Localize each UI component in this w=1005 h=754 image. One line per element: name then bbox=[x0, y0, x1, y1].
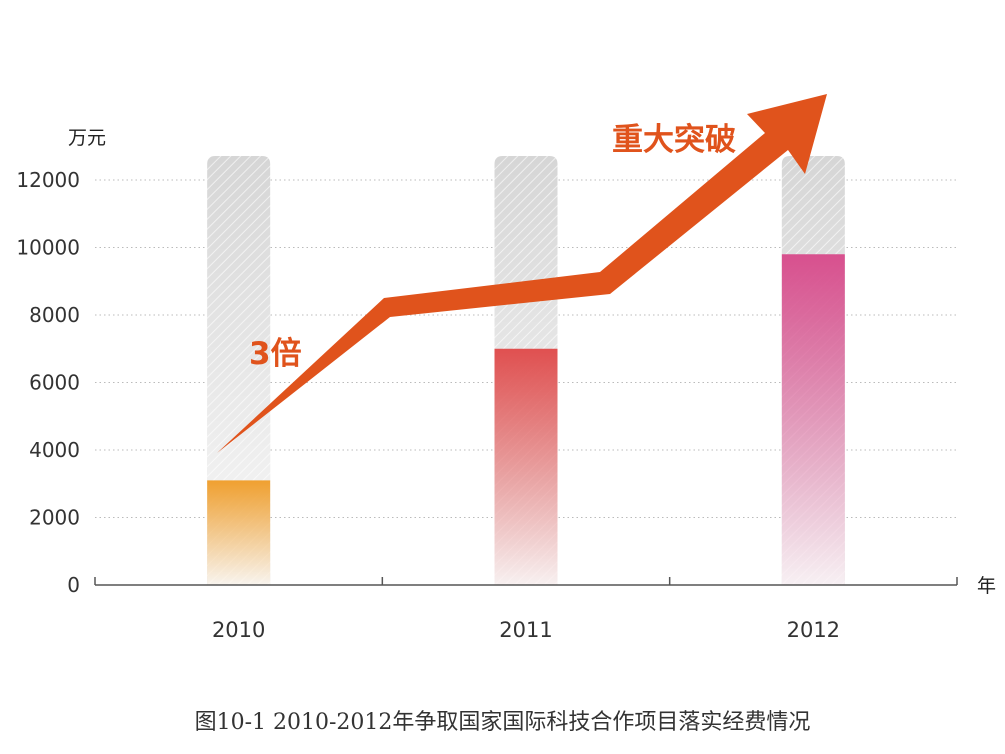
y-tick-label: 4000 bbox=[29, 438, 80, 462]
y-tick-label: 6000 bbox=[29, 371, 80, 395]
bars bbox=[207, 254, 845, 585]
y-axis-unit-label: 万元 bbox=[68, 127, 106, 149]
y-tick-label: 2000 bbox=[29, 506, 80, 530]
y-tick-label: 0 bbox=[67, 573, 80, 597]
x-tick-label: 2011 bbox=[499, 618, 552, 642]
bar-2010 bbox=[207, 480, 271, 585]
y-tick-label: 10000 bbox=[16, 236, 80, 260]
x-axis-ticks: 2010 2011 2012 bbox=[94, 577, 958, 642]
y-axis-ticks: 0 2000 4000 6000 8000 10000 12000 bbox=[16, 168, 80, 597]
bar-chart: 2010 2011 2012 0 2000 4000 6000 8000 10000 12000… bbox=[16, 94, 996, 642]
x-tick-label: 2010 bbox=[212, 618, 265, 642]
bar-2012 bbox=[781, 254, 845, 585]
figure-caption: 图10-1 2010-2012年争取国家国际科技合作项目落实经费情况 bbox=[194, 710, 811, 735]
y-tick-label: 12000 bbox=[16, 168, 80, 192]
annotation-breakthrough: 重大突破 bbox=[612, 122, 736, 158]
bar-2011 bbox=[494, 348, 558, 585]
x-tick-label: 2012 bbox=[787, 618, 840, 642]
x-axis-unit-label: 年 bbox=[977, 575, 996, 597]
growth-arrow bbox=[217, 94, 827, 453]
annotation-3x: 3倍 bbox=[249, 336, 302, 372]
y-tick-label: 8000 bbox=[29, 303, 80, 327]
